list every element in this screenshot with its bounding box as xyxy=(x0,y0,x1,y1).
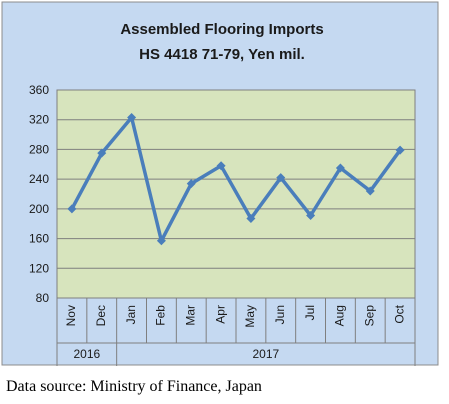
y-axis-tick-labels: 80 120 160 200 240 280 320 360 xyxy=(29,83,49,305)
x-tick-label-dec: Dec xyxy=(94,305,108,326)
y-tick-label-160: 160 xyxy=(29,232,49,246)
chart-title: Assembled Flooring Imports xyxy=(120,21,323,38)
data-point-feb xyxy=(156,236,166,246)
data-point-jul xyxy=(306,211,316,221)
x-tick-label-sep: Sep xyxy=(362,305,376,327)
data-point-oct xyxy=(395,145,405,155)
data-point-mar xyxy=(186,179,196,189)
data-source-note: Data source: Ministry of Finance, Japan xyxy=(6,378,262,395)
y-tick-label-360: 360 xyxy=(29,83,49,97)
x-tick-label-jul: Jul xyxy=(303,305,317,320)
y-tick-label-320: 320 xyxy=(29,113,49,127)
x-tick-label-mar: Mar xyxy=(183,305,197,326)
data-point-jun xyxy=(276,173,286,183)
data-point-jan xyxy=(127,112,137,122)
data-point-may xyxy=(246,214,256,224)
chart-subtitle: HS 4418 71-79, Yen mil. xyxy=(139,46,305,63)
data-point-sep xyxy=(365,186,375,196)
x-tick-label-jan: Jan xyxy=(124,305,138,324)
data-point-apr xyxy=(216,161,226,171)
x-tick-label-oct: Oct xyxy=(392,304,406,323)
y-tick-label-280: 280 xyxy=(29,142,49,156)
x-axis: Nov Dec Jan Feb Mar Apr May Jun Jul Aug Sep Oct 2016… xyxy=(56,298,416,366)
y-tick-label-200: 200 xyxy=(29,202,49,216)
data-point-dec xyxy=(97,148,107,158)
data-point-aug xyxy=(335,163,345,173)
x-group-label-2017: 2017 xyxy=(252,347,279,361)
x-group-label-2016: 2016 xyxy=(73,347,100,361)
data-series xyxy=(67,112,405,246)
y-tick-label-80: 80 xyxy=(36,291,50,305)
y-tick-label-240: 240 xyxy=(29,172,49,186)
series-line-0 xyxy=(70,115,402,243)
x-tick-label-aug: Aug xyxy=(333,305,347,326)
x-tick-label-may: May xyxy=(243,305,257,328)
data-point-nov xyxy=(67,204,77,214)
x-tick-label-apr: Apr xyxy=(213,305,227,324)
x-tick-label-jun: Jun xyxy=(273,305,287,324)
x-tick-label-feb: Feb xyxy=(154,305,168,326)
x-tick-label-nov: Nov xyxy=(64,305,78,326)
y-tick-label-120: 120 xyxy=(29,261,49,275)
